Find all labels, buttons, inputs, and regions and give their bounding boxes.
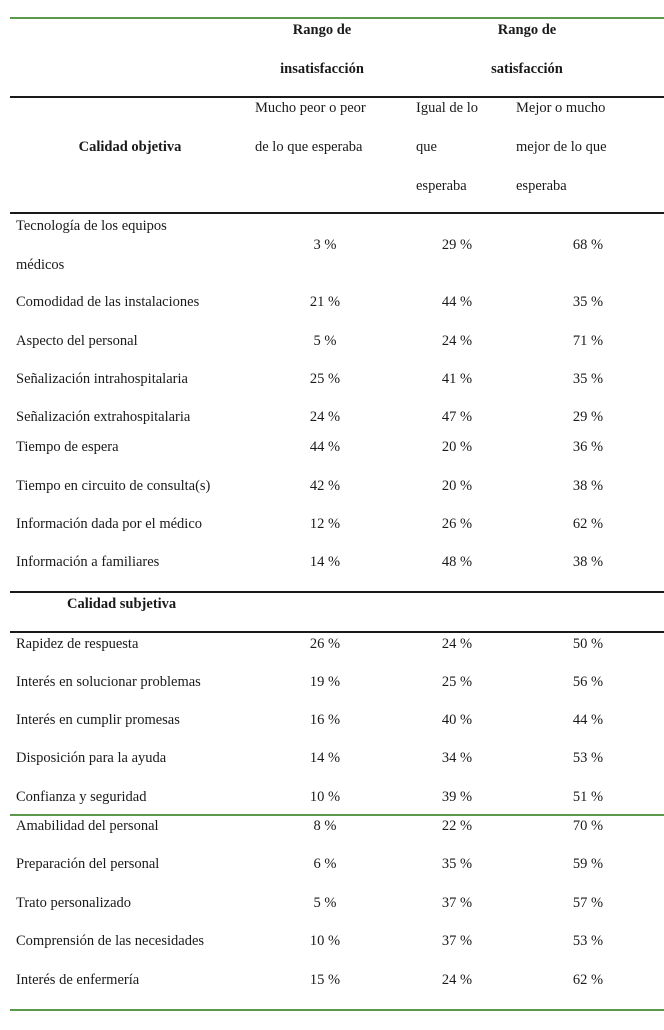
- value-insatisfaction: 14 %: [309, 554, 341, 570]
- value-insatisfaction: 26 %: [309, 636, 341, 652]
- value-insatisfaction: 5 %: [313, 895, 337, 911]
- value-better: 56 %: [572, 674, 604, 690]
- value-insatisfaction: 16 %: [309, 712, 341, 728]
- top-rule: [10, 17, 664, 19]
- value-better: 29 %: [572, 409, 604, 425]
- col-header-objective: Calidad objetiva: [78, 139, 182, 155]
- value-insatisfaction: 42 %: [309, 478, 341, 494]
- value-equal: 37 %: [441, 933, 473, 949]
- row-label: Señalización extrahospitalaria: [16, 409, 191, 425]
- col1-header: Mucho peor o peor: [255, 100, 366, 116]
- value-equal: 41 %: [441, 371, 473, 387]
- value-better: 59 %: [572, 856, 604, 872]
- row-label: Tecnología de los equipos: [16, 218, 167, 234]
- value-better: 51 %: [572, 789, 604, 805]
- value-better: 57 %: [572, 895, 604, 911]
- value-better: 70 %: [572, 818, 604, 834]
- value-better: 53 %: [572, 750, 604, 766]
- value-insatisfaction: 3 %: [313, 237, 337, 253]
- col2-header: Igual de lo: [416, 100, 479, 116]
- section-rule: [10, 631, 664, 633]
- value-insatisfaction: 24 %: [309, 409, 341, 425]
- value-equal: 48 %: [441, 554, 473, 570]
- value-equal: 20 %: [441, 478, 473, 494]
- value-equal: 47 %: [441, 409, 473, 425]
- bottom-rule: [10, 1009, 664, 1011]
- value-insatisfaction: 44 %: [309, 439, 341, 455]
- value-insatisfaction: 19 %: [309, 674, 341, 690]
- row-label: Aspecto del personal: [16, 333, 138, 349]
- sat-title-2: satisfacción: [491, 61, 563, 77]
- row-label: Tiempo en circuito de consulta(s): [16, 478, 211, 494]
- header-rule: [10, 96, 664, 98]
- sat-title-1: Rango de: [497, 22, 557, 38]
- value-insatisfaction: 6 %: [313, 856, 337, 872]
- row-label: Tiempo de espera: [16, 439, 119, 455]
- row-label: Comprensión de las necesidades: [16, 933, 205, 949]
- row-label: Señalización intrahospitalaria: [16, 371, 188, 387]
- value-equal: 24 %: [441, 333, 473, 349]
- col2-header: que: [416, 139, 437, 155]
- value-better: 53 %: [572, 933, 604, 949]
- col2-header: esperaba: [416, 178, 467, 194]
- subheader-rule: [10, 212, 664, 214]
- value-better: 38 %: [572, 478, 604, 494]
- insat-title-2: insatisfacción: [280, 61, 364, 77]
- value-better: 62 %: [572, 972, 604, 988]
- col3-header: esperaba: [516, 178, 567, 194]
- row-label: Información a familiares: [16, 554, 160, 570]
- row-label: Amabilidad del personal: [16, 818, 159, 834]
- value-equal: 25 %: [441, 674, 473, 690]
- value-better: 35 %: [572, 371, 604, 387]
- value-insatisfaction: 25 %: [309, 371, 341, 387]
- value-equal: 24 %: [441, 972, 473, 988]
- value-equal: 44 %: [441, 294, 473, 310]
- mid-rule: [10, 814, 664, 816]
- row-label: Confianza y seguridad: [16, 789, 147, 805]
- value-better: 71 %: [572, 333, 604, 349]
- value-insatisfaction: 14 %: [309, 750, 341, 766]
- value-better: 36 %: [572, 439, 604, 455]
- value-better: 44 %: [572, 712, 604, 728]
- value-equal: 37 %: [441, 895, 473, 911]
- value-better: 38 %: [572, 554, 604, 570]
- row-label: Interés en cumplir promesas: [16, 712, 180, 728]
- value-equal: 34 %: [441, 750, 473, 766]
- col3-header: Mejor o mucho: [516, 100, 606, 116]
- row-label: médicos: [16, 257, 65, 273]
- value-insatisfaction: 15 %: [309, 972, 341, 988]
- value-insatisfaction: 21 %: [309, 294, 341, 310]
- row-label: Interés de enfermería: [16, 972, 140, 988]
- row-label: Disposición para la ayuda: [16, 750, 167, 766]
- subjective-title: Calidad subjetiva: [67, 596, 177, 612]
- value-better: 35 %: [572, 294, 604, 310]
- row-label: Información dada por el médico: [16, 516, 203, 532]
- value-equal: 40 %: [441, 712, 473, 728]
- section-rule: [10, 591, 664, 593]
- value-equal: 24 %: [441, 636, 473, 652]
- col1-header: de lo que esperaba: [255, 139, 363, 155]
- row-label: Preparación del personal: [16, 856, 160, 872]
- col3-header: mejor de lo que: [516, 139, 607, 155]
- value-better: 68 %: [572, 237, 604, 253]
- insat-title-1: Rango de: [292, 22, 352, 38]
- value-equal: 35 %: [441, 856, 473, 872]
- value-insatisfaction: 5 %: [313, 333, 337, 349]
- value-insatisfaction: 10 %: [309, 789, 341, 805]
- row-label: Comodidad de las instalaciones: [16, 294, 200, 310]
- value-better: 50 %: [572, 636, 604, 652]
- value-equal: 22 %: [441, 818, 473, 834]
- row-label: Interés en solucionar problemas: [16, 674, 201, 690]
- row-label: Rapidez de respuesta: [16, 636, 139, 652]
- value-insatisfaction: 8 %: [313, 818, 337, 834]
- value-better: 62 %: [572, 516, 604, 532]
- value-insatisfaction: 10 %: [309, 933, 341, 949]
- row-label: Trato personalizado: [16, 895, 132, 911]
- value-equal: 29 %: [441, 237, 473, 253]
- value-equal: 20 %: [441, 439, 473, 455]
- value-insatisfaction: 12 %: [309, 516, 341, 532]
- value-equal: 39 %: [441, 789, 473, 805]
- value-equal: 26 %: [441, 516, 473, 532]
